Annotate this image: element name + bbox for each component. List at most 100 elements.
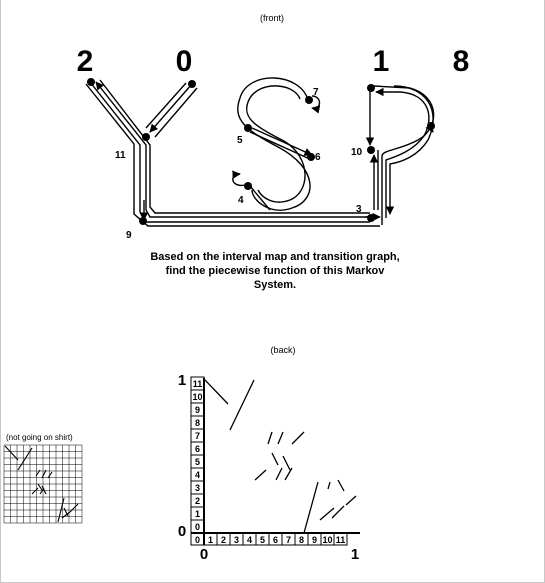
- year-digit-8: 8: [453, 45, 470, 78]
- sketch-segment: [37, 483, 43, 491]
- map-segment: [271, 452, 279, 466]
- edge-y-right-c: [145, 82, 187, 129]
- letter-p-graph: [365, 85, 435, 225]
- x-tick-label: 5: [260, 535, 265, 545]
- y-tick-label: 8: [195, 418, 200, 428]
- year-digit-1: 1: [373, 45, 390, 78]
- sketch-segment: [41, 469, 47, 479]
- map-segment: [284, 467, 293, 481]
- node-p-bowl: [427, 122, 435, 130]
- sketch-segment: [69, 503, 79, 513]
- map-segment: [229, 379, 255, 431]
- x-tick-label: 3: [234, 535, 239, 545]
- map-segment: [275, 467, 283, 481]
- edge-s-inner: [246, 85, 306, 203]
- left-border: [0, 0, 1, 583]
- edge-y-return: [85, 83, 380, 227]
- letter-y-graph: [85, 79, 381, 227]
- front-label: (front): [260, 13, 284, 23]
- back-label: (back): [270, 345, 295, 355]
- edge-y-right-b: [154, 87, 198, 138]
- y-max-label: 1: [178, 372, 186, 389]
- node-3: [367, 214, 375, 222]
- edge-4-tail: [249, 185, 271, 211]
- y-tick-label: 1: [195, 509, 200, 519]
- node-p-top: [367, 84, 375, 92]
- node-5: [244, 124, 252, 132]
- x-tick-label: 9: [312, 535, 317, 545]
- map-segment: [277, 431, 284, 445]
- sketch-segment: [61, 511, 71, 519]
- node-label-3: 3: [356, 204, 362, 215]
- sketch-segment: [39, 487, 45, 495]
- x-max-label: 1: [351, 546, 359, 563]
- edge-s-outer: [237, 77, 311, 211]
- not-on-shirt-label: (not going on shirt): [6, 433, 73, 442]
- x-min-label: 0: [200, 546, 208, 563]
- map-segment: [303, 481, 319, 534]
- y-tick-label: 7: [195, 431, 200, 441]
- node-label-4: 4: [238, 195, 244, 206]
- map-segment: [267, 431, 273, 445]
- y-tick-label: 9: [195, 405, 200, 415]
- edge-p-bowl-mid: [375, 87, 430, 218]
- y-tick-label: 2: [195, 496, 200, 506]
- node-label-6: 6: [315, 152, 321, 163]
- x-tick-label: 11: [336, 535, 346, 545]
- y-tick-label: 6: [195, 444, 200, 454]
- x-tick-label: 6: [273, 535, 278, 545]
- sketch-segment: [41, 485, 47, 495]
- edge-y-2: [95, 81, 370, 218]
- x-tick-label: 7: [286, 535, 291, 545]
- edge-y-outer: [89, 81, 370, 223]
- sketch-segment: [35, 469, 41, 477]
- map-segment: [319, 507, 335, 521]
- small-sketch-grid: [3, 444, 83, 524]
- edge-p-bowl-outer: [373, 85, 435, 225]
- y-tick-label: 11: [193, 379, 203, 389]
- node-label-11: 11: [115, 150, 126, 161]
- sketch-segment: [17, 447, 33, 471]
- map-segment: [331, 505, 345, 519]
- loop-7: [311, 95, 321, 114]
- map-segment: [345, 495, 357, 506]
- map-segment: [291, 431, 305, 445]
- node-10: [367, 146, 375, 154]
- year-digit-2: 2: [77, 45, 94, 78]
- map-segment: [204, 379, 229, 405]
- node-11: [142, 133, 150, 141]
- map-segment: [282, 455, 291, 471]
- node-y-top-left: [87, 78, 95, 86]
- sketch-segment: [57, 497, 65, 523]
- node-9: [139, 217, 147, 225]
- y-min-label: 0: [178, 523, 186, 540]
- x-tick-label: 10: [322, 535, 332, 545]
- x-tick-label: 0: [195, 535, 200, 545]
- node-y-top-right: [188, 80, 196, 88]
- map-segment: [327, 481, 331, 490]
- letter-s-graph: [232, 77, 321, 211]
- x-tick-label: 1: [208, 535, 213, 545]
- y-tick-label: 3: [195, 483, 200, 493]
- loop-4: [232, 170, 246, 187]
- edge-5-to-6: [251, 127, 313, 156]
- question-text: Based on the interval map and transition…: [150, 251, 400, 291]
- y-tick-label: 4: [195, 470, 200, 480]
- node-6: [307, 153, 315, 161]
- node-label-9: 9: [126, 230, 132, 241]
- node-4: [244, 182, 252, 190]
- y-tick-label: 5: [195, 457, 200, 467]
- x-tick-label: 2: [221, 535, 226, 545]
- node-label-7: 7: [313, 87, 319, 98]
- edge-p-bowl-inner: [385, 85, 434, 215]
- y-tick-label: 0: [195, 522, 200, 532]
- y-tick-label: 10: [192, 392, 202, 402]
- x-tick-label: 4: [247, 535, 252, 545]
- edge-6-to-5: [249, 131, 313, 161]
- node-7: [305, 96, 313, 104]
- map-segment: [337, 479, 345, 492]
- edge-y-3: [99, 79, 370, 214]
- map-segment: [254, 469, 267, 481]
